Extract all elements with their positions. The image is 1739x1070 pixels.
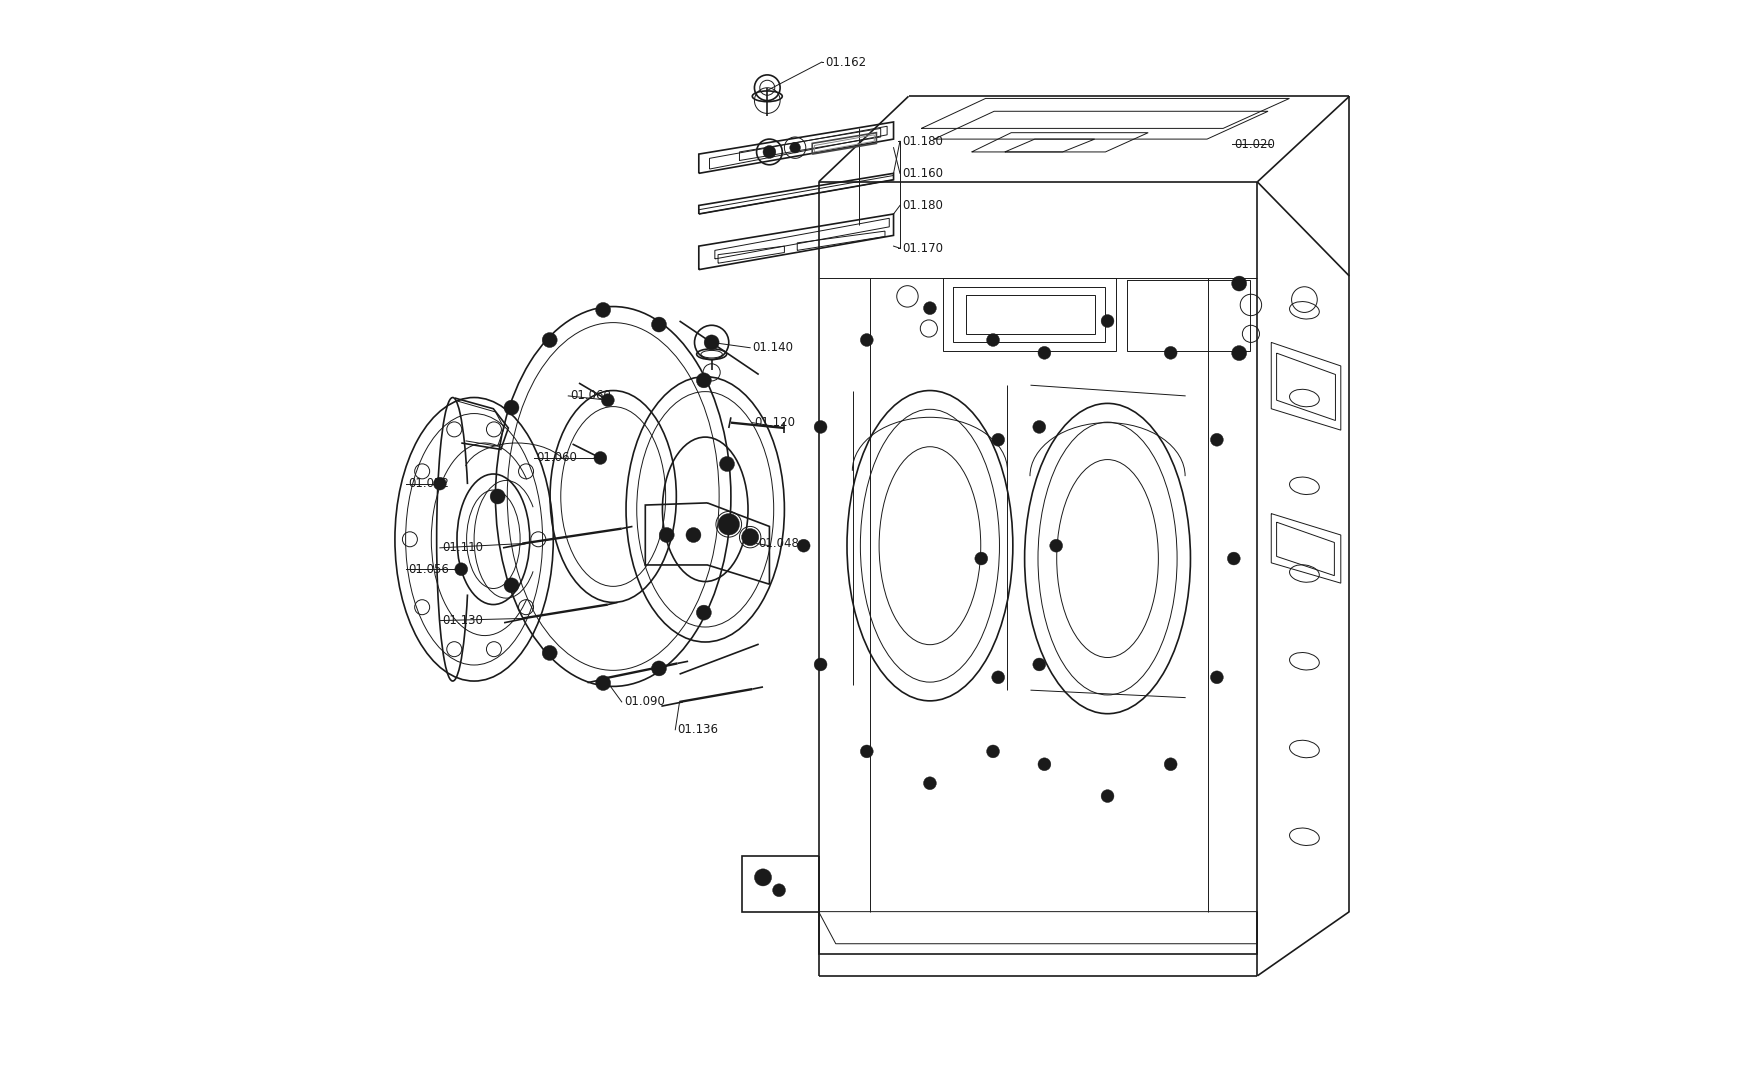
Circle shape	[1033, 658, 1045, 671]
Circle shape	[543, 333, 556, 348]
Circle shape	[1033, 421, 1045, 433]
Circle shape	[986, 745, 998, 758]
Circle shape	[741, 529, 758, 546]
Circle shape	[1226, 552, 1240, 565]
Circle shape	[986, 334, 998, 347]
Circle shape	[1231, 346, 1245, 361]
Circle shape	[454, 563, 468, 576]
Circle shape	[772, 884, 784, 897]
Circle shape	[650, 661, 666, 676]
Text: 01.020: 01.020	[1233, 138, 1275, 151]
Circle shape	[991, 433, 1003, 446]
Circle shape	[923, 777, 936, 790]
Circle shape	[685, 528, 701, 542]
Circle shape	[543, 645, 556, 660]
Circle shape	[1038, 347, 1050, 360]
Text: 01.180: 01.180	[901, 199, 943, 212]
Text: 01.170: 01.170	[901, 242, 943, 255]
Circle shape	[696, 372, 711, 387]
Circle shape	[1163, 347, 1176, 360]
Circle shape	[923, 302, 936, 315]
Text: 01.060: 01.060	[536, 452, 577, 464]
Circle shape	[602, 394, 614, 407]
Text: 01.140: 01.140	[751, 341, 793, 354]
Text: 01.060: 01.060	[570, 389, 610, 402]
Circle shape	[504, 400, 518, 415]
Circle shape	[704, 335, 718, 350]
Circle shape	[859, 334, 873, 347]
Circle shape	[859, 745, 873, 758]
Circle shape	[1163, 758, 1176, 770]
Circle shape	[659, 528, 673, 542]
Circle shape	[1210, 671, 1223, 684]
Circle shape	[974, 552, 988, 565]
Circle shape	[796, 539, 810, 552]
Circle shape	[504, 578, 518, 593]
Text: 01.052: 01.052	[407, 477, 449, 490]
Circle shape	[696, 606, 711, 621]
Text: 01.180: 01.180	[901, 135, 943, 148]
Circle shape	[991, 671, 1003, 684]
Circle shape	[650, 317, 666, 332]
Circle shape	[720, 457, 734, 472]
Text: 01.056: 01.056	[407, 563, 449, 576]
Circle shape	[433, 477, 445, 490]
Circle shape	[595, 675, 610, 690]
Circle shape	[718, 514, 739, 535]
Circle shape	[1231, 276, 1245, 291]
Circle shape	[595, 303, 610, 318]
Text: 01.110: 01.110	[442, 541, 483, 554]
Text: 01.160: 01.160	[901, 167, 943, 180]
Circle shape	[1101, 790, 1113, 802]
Circle shape	[1210, 433, 1223, 446]
Circle shape	[1101, 315, 1113, 327]
Circle shape	[814, 658, 826, 671]
Text: 01.162: 01.162	[824, 56, 866, 68]
Text: 01.130: 01.130	[442, 614, 483, 627]
Text: 01.120: 01.120	[755, 416, 795, 429]
Circle shape	[593, 452, 607, 464]
Circle shape	[814, 421, 826, 433]
Circle shape	[1038, 758, 1050, 770]
Circle shape	[763, 146, 776, 158]
Circle shape	[790, 142, 800, 153]
Circle shape	[755, 869, 770, 886]
Text: 01.048: 01.048	[758, 537, 800, 550]
Text: 01.090: 01.090	[624, 696, 664, 708]
Circle shape	[490, 489, 504, 504]
Circle shape	[1049, 539, 1063, 552]
Text: 01.136: 01.136	[676, 723, 718, 736]
